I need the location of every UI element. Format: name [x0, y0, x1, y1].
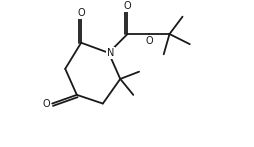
Text: O: O [123, 1, 131, 11]
Text: O: O [42, 98, 50, 108]
Text: O: O [145, 36, 152, 46]
Text: O: O [77, 8, 85, 18]
Text: N: N [107, 48, 114, 58]
